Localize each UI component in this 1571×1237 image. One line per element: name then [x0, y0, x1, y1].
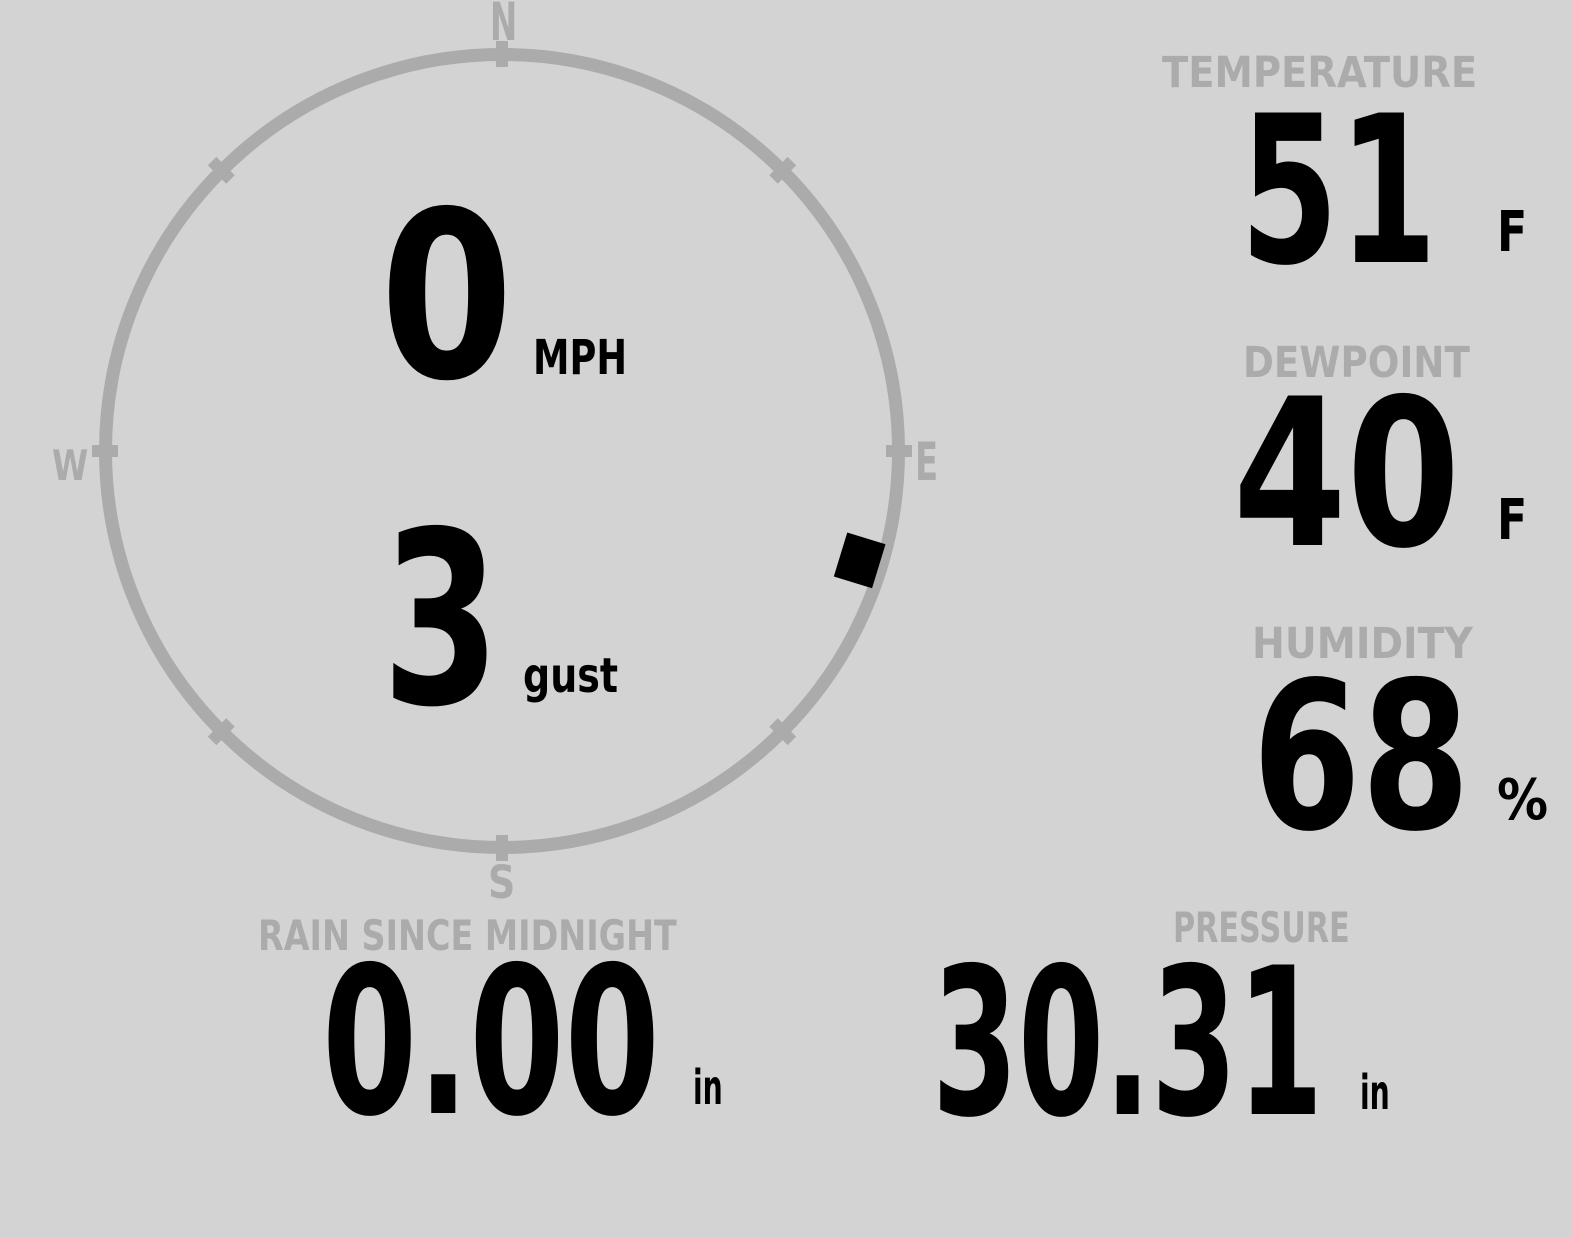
wind-compass-gauge	[92, 41, 912, 861]
compass-label-west: W	[52, 441, 89, 490]
wind-speed-unit: MPH	[533, 330, 628, 386]
pressure-label: PRESSURE	[1173, 903, 1350, 952]
compass-label-east: E	[915, 432, 939, 493]
dewpoint-label: DEWPOINT	[1243, 338, 1470, 388]
compass-ring	[99, 48, 905, 854]
dewpoint-value: 40	[1233, 356, 1461, 594]
rain-label: RAIN SINCE MIDNIGHT	[258, 911, 677, 960]
temperature-label: TEMPERATURE	[1162, 48, 1478, 98]
compass-label-south: S	[488, 856, 516, 909]
temperature-unit: F	[1497, 200, 1528, 265]
humidity-value: 68	[1252, 639, 1471, 877]
wind-direction-marker-icon	[833, 532, 886, 589]
dewpoint-unit: F	[1497, 488, 1528, 553]
temperature-value: 51	[1240, 73, 1438, 311]
pressure-unit: in	[1360, 1065, 1390, 1121]
wind-gust-value: 3	[382, 480, 500, 760]
compass-label-north: N	[490, 0, 518, 53]
pressure-value: 30.31	[932, 925, 1324, 1163]
wind-gust-unit: gust	[523, 648, 619, 704]
humidity-unit: %	[1497, 768, 1549, 833]
rain-unit: in	[693, 1060, 723, 1116]
wind-speed-value: 0	[380, 162, 514, 432]
rain-value: 0.00	[322, 924, 660, 1162]
humidity-label: HUMIDITY	[1252, 619, 1473, 669]
